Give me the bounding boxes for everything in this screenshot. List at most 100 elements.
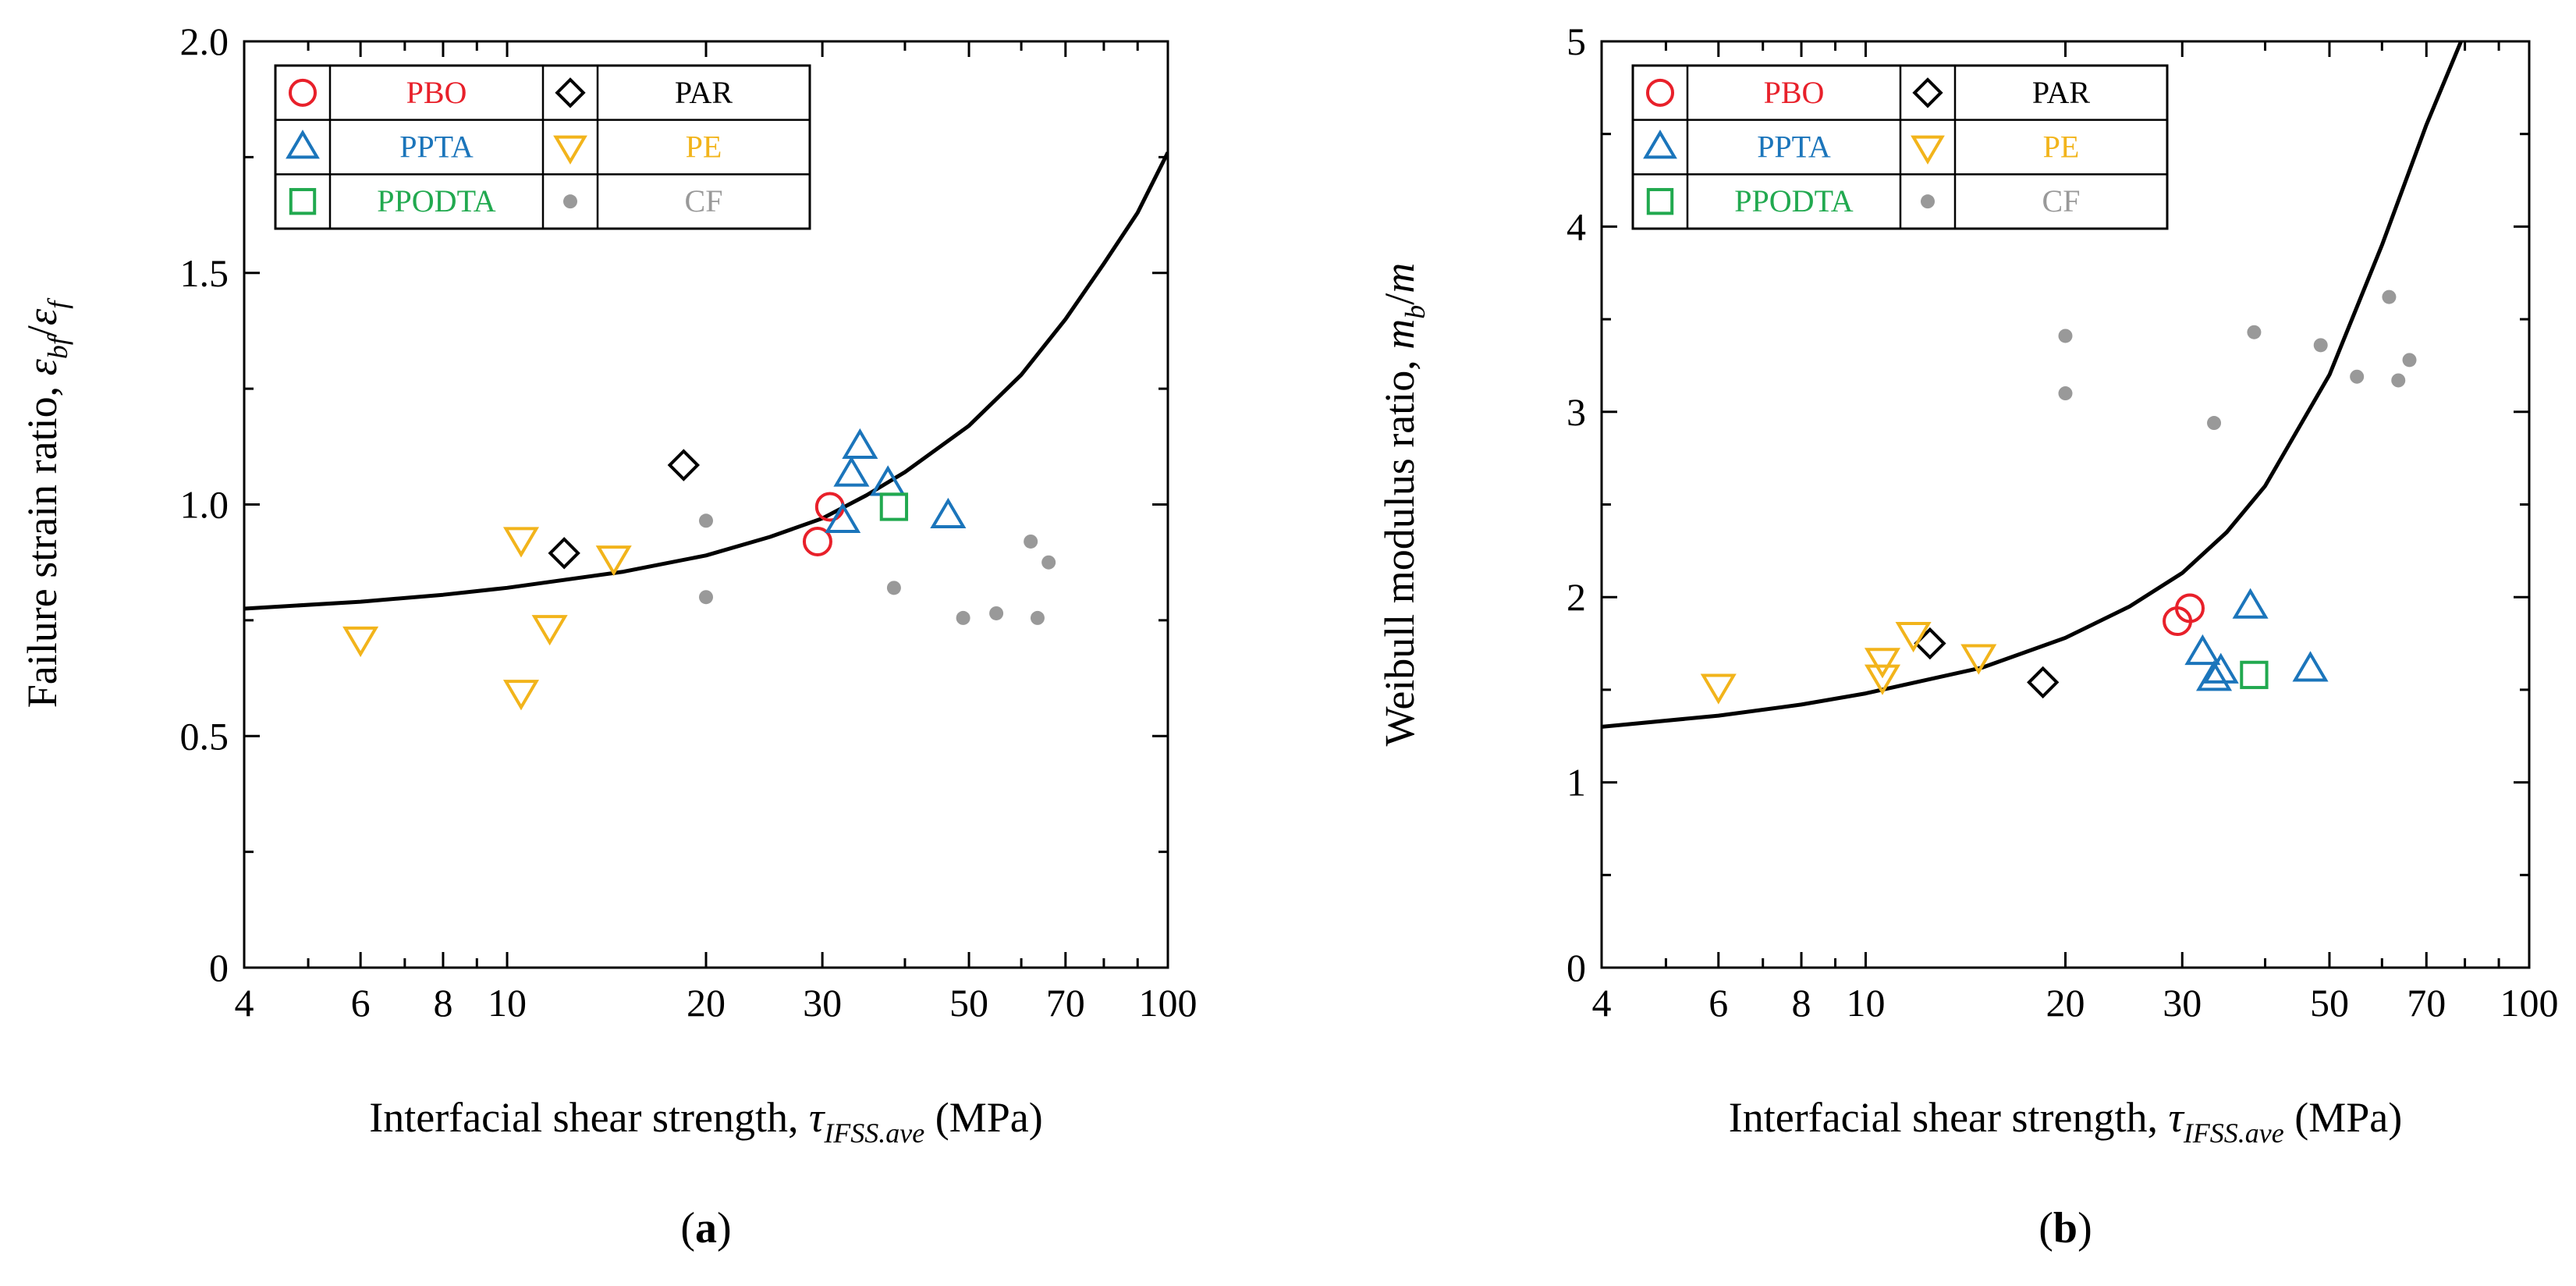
legend-label-ppodta: PPODTA <box>1734 183 1853 218</box>
panel-label: (a) <box>680 1204 731 1252</box>
y-tick-label: 1.0 <box>180 483 229 527</box>
x-tick-label: 10 <box>488 981 527 1025</box>
data-point-pe <box>1864 648 1901 679</box>
data-point-cf <box>2382 290 2397 304</box>
legend-label-pbo: PBO <box>1764 75 1825 110</box>
data-point-ppodta <box>2240 660 2269 690</box>
data-point-cf <box>1041 555 1056 570</box>
x-tick-label: 10 <box>1846 981 1885 1025</box>
legend-marker-ppodta <box>1646 187 1674 215</box>
data-point-cf <box>2391 373 2406 388</box>
data-point-pe <box>342 626 379 658</box>
data-point-cf <box>886 581 901 595</box>
legend-label-cf: CF <box>685 183 723 218</box>
data-point-ppta <box>2232 588 2269 619</box>
x-tick-label: 50 <box>949 981 988 1025</box>
legend: PBO PAR PPTA PE PPODTA CF <box>274 64 811 230</box>
data-point-cf <box>2247 325 2262 339</box>
y-tick-label: 0 <box>209 946 229 989</box>
legend: PBO PAR PPTA PE PPODTA CF <box>1631 64 2169 230</box>
data-point-ppodta <box>879 492 909 521</box>
data-point-ppta <box>930 497 967 529</box>
data-point-cf <box>2313 338 2328 353</box>
y-tick-label: 4 <box>1567 204 1586 248</box>
data-point-pe <box>1895 621 1932 653</box>
model-curve <box>1602 41 2464 729</box>
data-point-cf <box>2058 386 2073 401</box>
legend-marker-par <box>1912 77 1943 108</box>
data-point-par <box>548 537 580 570</box>
x-tick-label: 8 <box>433 981 452 1025</box>
legend-label-pe: PE <box>686 130 722 165</box>
data-point-ppta <box>2202 652 2239 684</box>
x-tick-label: 6 <box>351 981 371 1025</box>
y-tick-label: 2.0 <box>180 20 229 63</box>
legend-label-pbo: PBO <box>406 75 467 110</box>
data-point-ppta <box>2292 651 2329 682</box>
y-tick-label: 1 <box>1567 761 1586 805</box>
y-axis-label: Weibull modulus ratio, mb/m <box>1376 263 1431 747</box>
legend-label-pe: PE <box>2043 130 2080 165</box>
panel-label: (b) <box>2038 1204 2092 1252</box>
y-tick-label: 0 <box>1567 946 1586 989</box>
x-tick-label: 4 <box>1592 981 1612 1025</box>
data-point-ppta <box>833 456 870 487</box>
data-point-cf <box>1024 534 1038 549</box>
data-point-pbo <box>802 526 832 556</box>
x-tick-label: 6 <box>1708 981 1728 1025</box>
data-point-par <box>667 449 701 481</box>
x-tick-label: 20 <box>687 981 726 1025</box>
x-tick-label: 70 <box>2407 981 2446 1025</box>
data-point-ppta <box>2184 634 2221 666</box>
x-tick-label: 30 <box>2163 981 2202 1025</box>
legend-label-ppta: PPTA <box>399 130 474 165</box>
legend-marker-par <box>555 77 586 108</box>
legend-label-ppodta: PPODTA <box>377 183 495 218</box>
legend-marker-pe <box>553 135 587 165</box>
data-point-pe <box>502 680 540 711</box>
legend-label-par: PAR <box>2032 75 2090 110</box>
data-point-cf <box>2058 329 2073 343</box>
data-point-cf <box>956 610 970 625</box>
data-point-par <box>1914 627 1946 660</box>
x-axis-label: Interfacial shear strength, τIFSS.ave (M… <box>1729 1094 2402 1149</box>
legend-marker-ppta <box>286 130 320 159</box>
data-point-cf <box>2350 369 2365 384</box>
legend-marker-pbo <box>1646 78 1674 107</box>
y-tick-label: 3 <box>1567 390 1586 434</box>
data-point-cf <box>2402 353 2417 368</box>
y-tick-label: 5 <box>1567 20 1586 63</box>
data-point-pe <box>1960 644 1997 675</box>
x-tick-label: 8 <box>1792 981 1811 1025</box>
x-axis-label: Interfacial shear strength, τIFSS.ave (M… <box>369 1094 1042 1149</box>
x-tick-label: 4 <box>235 981 254 1025</box>
panel-a: 4 6 8 10 20 30 50 70 100 0 0.5 1.0 1.5 2.0 Interfacial… <box>19 20 1198 1252</box>
data-point-pbo <box>2174 593 2205 623</box>
data-point-pe <box>595 545 632 577</box>
data-point-cf <box>2207 416 2222 431</box>
data-point-par <box>2027 666 2060 699</box>
legend-marker-ppta <box>1643 130 1677 159</box>
legend-marker-ppodta <box>289 187 317 215</box>
x-tick-label: 100 <box>1139 981 1198 1025</box>
legend-marker-cf <box>563 194 577 209</box>
data-point-pe <box>1864 664 1901 695</box>
data-point-cf <box>699 590 713 605</box>
x-tick-label: 20 <box>2046 981 2085 1025</box>
data-point-cf <box>989 606 1004 620</box>
data-point-pe <box>1700 673 1737 705</box>
data-point-cf <box>699 513 713 528</box>
x-tick-label: 50 <box>2310 981 2349 1025</box>
x-tick-label: 30 <box>803 981 842 1025</box>
data-point-ppta <box>825 502 861 533</box>
data-point-pe <box>531 615 568 646</box>
legend-label-cf: CF <box>2042 183 2081 218</box>
data-point-ppta <box>842 428 878 459</box>
y-tick-label: 0.5 <box>180 714 229 758</box>
y-tick-label: 1.5 <box>180 251 229 295</box>
legend-label-par: PAR <box>675 75 733 110</box>
y-axis-label: Failure strain ratio, εbf/εf <box>19 297 73 708</box>
data-point-pe <box>502 527 540 558</box>
legend-label-ppta: PPTA <box>1757 130 1831 165</box>
